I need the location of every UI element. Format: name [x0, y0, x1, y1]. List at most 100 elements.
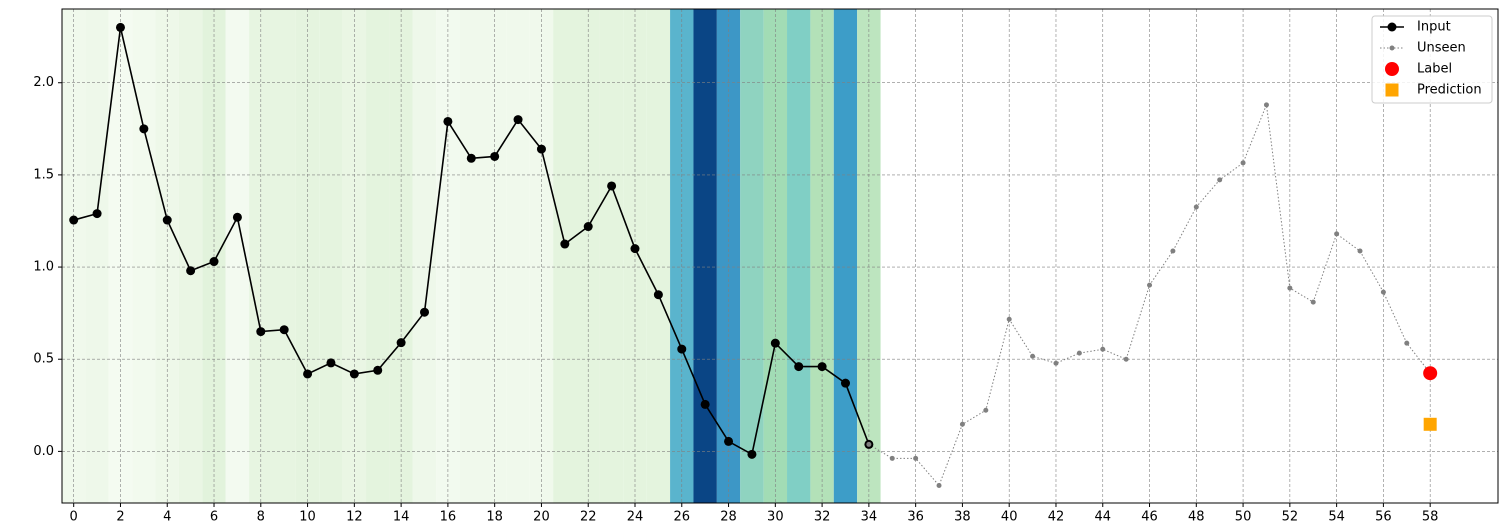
attention-band: [599, 9, 624, 503]
attention-band: [366, 9, 390, 503]
data-point: [1404, 340, 1410, 346]
x-tick-label: 16: [440, 510, 457, 525]
data-point: [1287, 285, 1293, 291]
x-tick-label: 14: [393, 510, 410, 525]
y-tick-label: 0.0: [33, 444, 54, 459]
data-point: [303, 369, 313, 379]
data-point: [396, 338, 406, 348]
data-point: [1380, 289, 1386, 295]
data-point: [607, 181, 617, 191]
data-point: [677, 344, 687, 354]
attention-band: [225, 9, 250, 503]
data-point: [700, 399, 710, 409]
attention-band: [506, 9, 530, 503]
data-point: [1217, 177, 1223, 183]
legend-box: [1371, 15, 1493, 104]
x-tick-label: 12: [346, 510, 363, 525]
x-tick-label: 20: [533, 510, 550, 525]
attention-band: [833, 9, 858, 503]
data-point: [983, 407, 989, 413]
data-point: [1030, 353, 1036, 359]
plot-frame: [61, 8, 1499, 504]
attention-band: [787, 9, 811, 503]
x-tick-label: 50: [1235, 510, 1252, 525]
data-point: [1263, 102, 1269, 108]
attention-band: [319, 9, 343, 503]
data-point: [959, 421, 965, 427]
x-tick-label: 58: [1422, 510, 1439, 525]
data-point: [817, 362, 827, 372]
data-point: [1193, 204, 1199, 210]
y-tick-label: 1.5: [33, 167, 54, 182]
attention-band: [553, 9, 577, 503]
legend-marker: [1385, 62, 1399, 76]
attention-band: [459, 9, 483, 503]
x-tick-label: 54: [1328, 510, 1345, 525]
data-point: [69, 215, 79, 225]
data-point: [794, 362, 804, 372]
data-point: [162, 215, 172, 225]
x-tick-label: 40: [1001, 510, 1018, 525]
data-point: [349, 369, 359, 379]
data-point: [326, 358, 336, 368]
x-tick-label: 56: [1375, 510, 1392, 525]
x-tick-label: 8: [257, 510, 265, 525]
attention-band: [85, 9, 109, 503]
data-point: [92, 209, 102, 219]
data-point: [1123, 356, 1129, 362]
data-point: [1334, 231, 1340, 237]
legend-label: Input: [1417, 20, 1451, 35]
data-point: [583, 222, 593, 232]
data-point: [1147, 282, 1153, 288]
x-tick-label: 42: [1048, 510, 1065, 525]
data-point: [653, 290, 663, 300]
x-tick-label: 26: [673, 510, 690, 525]
data-point: [936, 482, 942, 488]
data-point: [1423, 417, 1437, 431]
attention-band: [272, 9, 296, 503]
x-tick-label: 30: [767, 510, 784, 525]
attention-band: [178, 9, 203, 503]
data-point: [913, 455, 919, 461]
data-point: [1423, 366, 1438, 381]
data-point: [209, 257, 219, 267]
data-point: [1170, 248, 1176, 254]
x-tick-label: 48: [1188, 510, 1205, 525]
attention-band: [132, 9, 156, 503]
data-point: [1240, 160, 1246, 166]
data-point: [840, 378, 850, 388]
x-tick-label: 36: [907, 510, 924, 525]
data-point: [256, 327, 266, 337]
data-point: [747, 449, 757, 459]
x-tick-label: 10: [299, 510, 316, 525]
attention-band: [693, 9, 717, 503]
legend-label: Label: [1417, 62, 1452, 77]
legend-label: Unseen: [1417, 41, 1466, 56]
legend-marker: [1389, 45, 1395, 51]
data-point: [724, 436, 734, 446]
x-tick-label: 44: [1094, 510, 1111, 525]
data-point: [866, 441, 872, 447]
data-point: [536, 144, 546, 154]
x-tick-label: 34: [861, 510, 878, 525]
y-tick-label: 0.5: [33, 352, 54, 367]
data-point: [420, 307, 430, 317]
data-point: [443, 116, 453, 126]
x-tick-label: 6: [210, 510, 218, 525]
attention-band: [646, 9, 671, 503]
data-point: [232, 212, 242, 222]
data-point: [630, 244, 640, 254]
data-point: [1357, 248, 1363, 254]
x-tick-label: 0: [70, 510, 78, 525]
x-tick-label: 32: [814, 510, 831, 525]
legend: Input Unseen Label Prediction: [1371, 15, 1493, 104]
attention-band: [740, 9, 764, 503]
data-point: [466, 153, 476, 163]
data-point: [770, 338, 780, 348]
data-point: [186, 266, 196, 276]
data-point: [560, 239, 570, 249]
data-point: [513, 115, 523, 125]
legend-label: Prediction: [1417, 83, 1482, 98]
